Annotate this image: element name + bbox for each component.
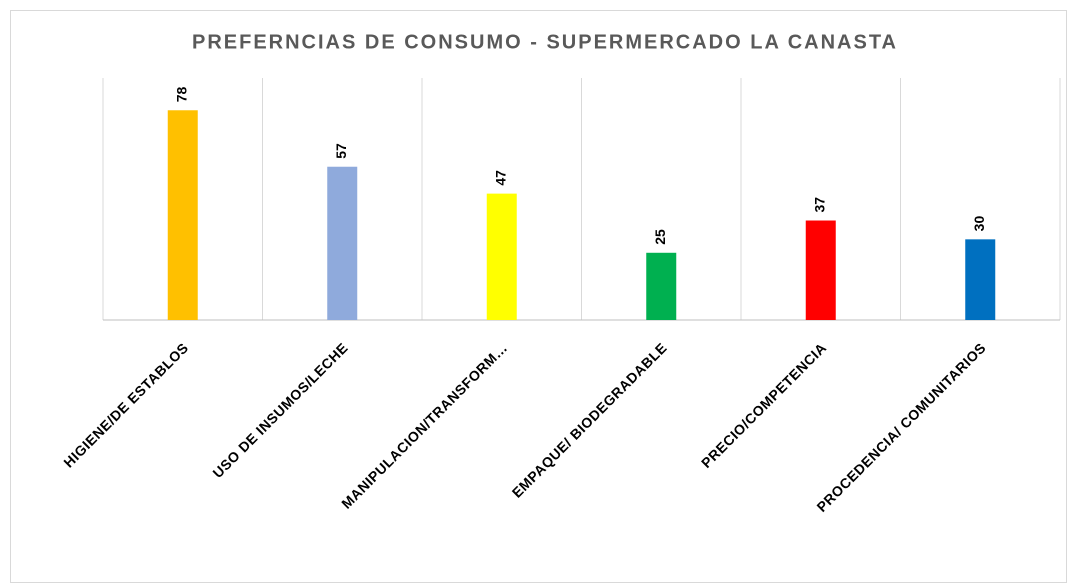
- value-label: 47: [492, 170, 508, 186]
- value-label: 78: [173, 86, 189, 102]
- value-label: 30: [971, 216, 987, 232]
- bar: [327, 166, 358, 320]
- value-label: 25: [652, 229, 668, 245]
- bar: [646, 252, 677, 320]
- value-label: 37: [811, 197, 827, 213]
- bar: [167, 110, 198, 321]
- bar: [486, 193, 517, 320]
- value-label: 57: [333, 143, 349, 159]
- bar: [805, 220, 836, 320]
- bar: [965, 239, 996, 320]
- chart-title: PREFERNCIAS DE CONSUMO - SUPERMERCADO LA…: [192, 31, 898, 53]
